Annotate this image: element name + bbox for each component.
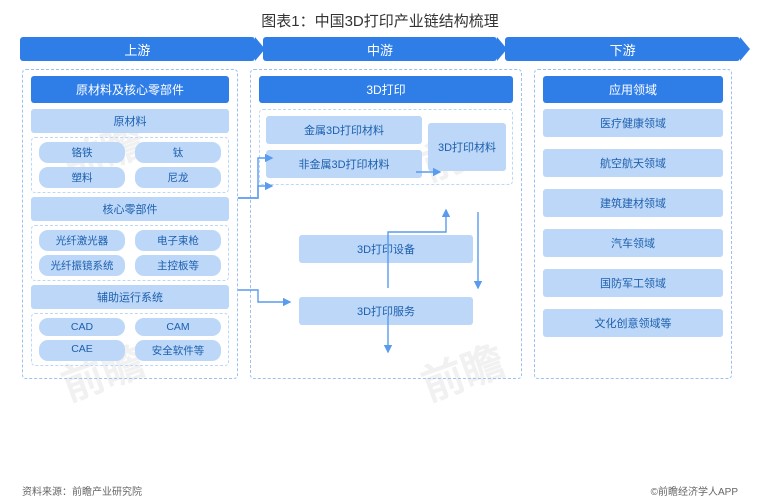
app-item: 国防军工领域 (543, 269, 723, 297)
box-equipment: 3D打印设备 (299, 235, 473, 263)
stage-down: 下游 (505, 37, 740, 61)
materials-block: 金属3D打印材料 非金属3D打印材料 3D打印材料 (259, 109, 513, 185)
app-item: 医疗健康领域 (543, 109, 723, 137)
raw-materials-group: 铬铁 钛 塑料 尼龙 (31, 137, 229, 193)
box-metal-material: 金属3D打印材料 (266, 116, 422, 144)
source-text: 资料来源：前瞻产业研究院 (22, 483, 142, 498)
midstream-header: 3D打印 (259, 76, 513, 103)
app-item: 建筑建材领域 (543, 189, 723, 217)
pill: 电子束枪 (135, 230, 221, 251)
midstream-column: 3D打印 金属3D打印材料 非金属3D打印材料 3D打印材料 3D打印设备 3D… (250, 69, 522, 379)
downstream-header: 应用领域 (543, 76, 723, 103)
pill: 钛 (135, 142, 221, 163)
pill: 主控板等 (135, 255, 221, 276)
pill: CAD (39, 318, 125, 336)
pill: 光纤激光器 (39, 230, 125, 251)
pill: 铬铁 (39, 142, 125, 163)
section-raw-materials: 原材料 (31, 109, 229, 133)
stage-band: 上游 中游 下游 (20, 37, 740, 61)
upstream-column: 原材料及核心零部件 原材料 铬铁 钛 塑料 尼龙 核心零部件 光纤激光器 电子束… (22, 69, 238, 379)
app-item: 航空航天领域 (543, 149, 723, 177)
pill: 塑料 (39, 167, 125, 188)
upstream-header: 原材料及核心零部件 (31, 76, 229, 103)
pill: 安全软件等 (135, 340, 221, 361)
pill: 光纤振镜系统 (39, 255, 125, 276)
stage-mid: 中游 (263, 37, 498, 61)
section-core-parts: 核心零部件 (31, 197, 229, 221)
pill: 尼龙 (135, 167, 221, 188)
downstream-column: 应用领域 医疗健康领域 航空航天领域 建筑建材领域 汽车领域 国防军工领域 文化… (534, 69, 732, 379)
aux-systems-group: CAD CAM CAE 安全软件等 (31, 313, 229, 366)
box-nonmetal-material: 非金属3D打印材料 (266, 150, 422, 178)
core-parts-group: 光纤激光器 电子束枪 光纤振镜系统 主控板等 (31, 225, 229, 281)
app-item: 文化创意领域等 (543, 309, 723, 337)
pill: CAE (39, 340, 125, 361)
box-materials: 3D打印材料 (428, 123, 506, 171)
footer: 资料来源：前瞻产业研究院 ©前瞻经济学人APP (22, 483, 738, 498)
copyright-text: ©前瞻经济学人APP (651, 483, 738, 498)
stage-up: 上游 (20, 37, 255, 61)
box-service: 3D打印服务 (299, 297, 473, 325)
chart-title: 图表1：中国3D打印产业链结构梳理 (0, 0, 760, 37)
app-item: 汽车领域 (543, 229, 723, 257)
pill: CAM (135, 318, 221, 336)
section-aux-systems: 辅助运行系统 (31, 285, 229, 309)
